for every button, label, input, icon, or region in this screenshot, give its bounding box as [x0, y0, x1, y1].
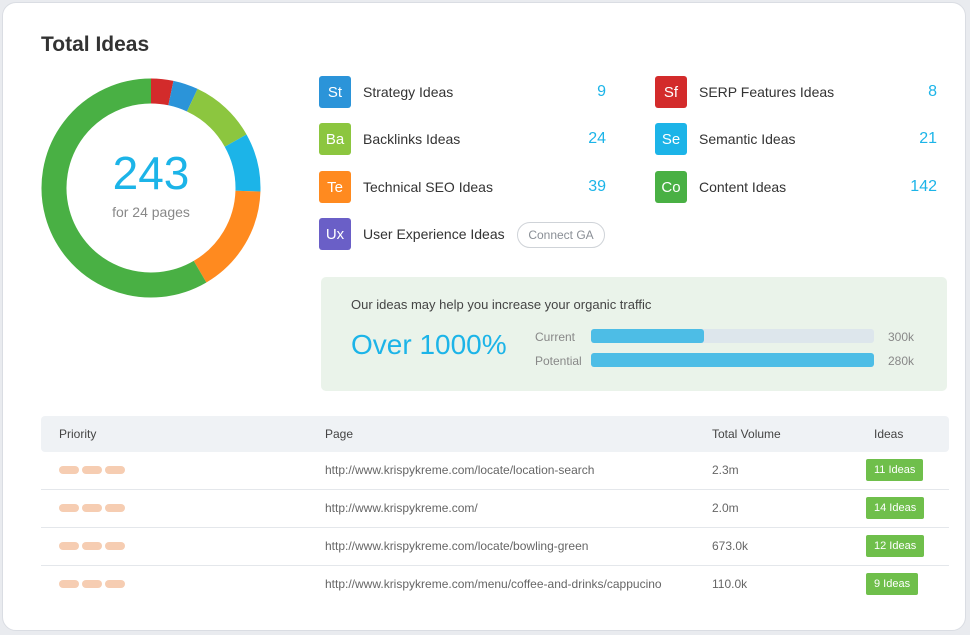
category-strategy[interactable]: St Strategy Ideas 9 [319, 76, 609, 108]
page-url[interactable]: http://www.krispykreme.com/locate/locati… [325, 463, 595, 477]
ideas-button[interactable]: 14 Ideas [866, 497, 925, 519]
donut-segment [150, 78, 174, 106]
donut-segment [41, 78, 207, 298]
category-backlinks[interactable]: Ba Backlinks Ideas 24 [319, 123, 609, 155]
category-count: 8 [928, 83, 937, 100]
strategy-badge: St [319, 76, 351, 108]
page-url[interactable]: http://www.krispykreme.com/locate/bowlin… [325, 539, 589, 553]
category-user-experience[interactable]: Ux User Experience Ideas [319, 218, 509, 250]
table-header: Priority Page Total Volume Ideas [41, 416, 949, 452]
category-content[interactable]: Co Content Ideas 142 [655, 171, 945, 203]
total-volume: 110.0k [712, 577, 748, 591]
header-total-volume[interactable]: Total Volume [712, 427, 781, 441]
category-count: 142 [910, 178, 937, 195]
traffic-increase: Over 1000% [351, 329, 507, 360]
category-label: Content Ideas [699, 179, 787, 195]
table-row: http://www.krispykreme.com/menu/coffee-a… [41, 566, 949, 603]
potential-traffic-fill [591, 353, 874, 367]
ideas-donut-chart: 243 for 24 pages [41, 78, 261, 298]
traffic-headline: Our ideas may help you increase your org… [351, 297, 652, 312]
category-technical-seo[interactable]: Te Technical SEO Ideas 39 [319, 171, 609, 203]
category-label: SERP Features Ideas [699, 84, 835, 100]
current-value: 300k [888, 330, 915, 344]
table-row: http://www.krispykreme.com/locate/locati… [41, 452, 949, 490]
priority-indicator [59, 504, 128, 512]
category-count: 39 [588, 178, 606, 195]
category-label: Semantic Ideas [699, 131, 796, 147]
donut-total: 243 [112, 147, 190, 199]
connect-ga-button[interactable]: Connect GA [517, 222, 605, 248]
header-priority[interactable]: Priority [59, 427, 97, 441]
pages-table: Priority Page Total Volume Ideas http://… [41, 416, 949, 603]
page-url[interactable]: http://www.krispykreme.com/ [325, 501, 478, 515]
potential-label: Potential [535, 354, 582, 368]
donut-subtitle: for 24 pages [112, 204, 190, 220]
table-row: http://www.krispykreme.com/locate/bowlin… [41, 528, 949, 566]
technical-seo-badge: Te [319, 171, 351, 203]
potential-traffic-bar [591, 353, 874, 367]
page-url[interactable]: http://www.krispykreme.com/menu/coffee-a… [325, 577, 662, 591]
traffic-potential-panel: Our ideas may help you increase your org… [321, 277, 947, 391]
category-label: Strategy Ideas [363, 84, 454, 100]
backlinks-badge: Ba [319, 123, 351, 155]
current-label: Current [535, 330, 576, 344]
header-page[interactable]: Page [325, 427, 354, 441]
total-volume: 2.0m [712, 501, 739, 515]
category-label: Backlinks Ideas [363, 131, 461, 147]
total-volume: 2.3m [712, 463, 739, 477]
donut-segment [193, 190, 261, 283]
page-title: Total Ideas [41, 33, 150, 56]
current-traffic-fill [591, 329, 705, 343]
ideas-button[interactable]: 11 Ideas [866, 459, 924, 481]
potential-value: 280k [888, 354, 915, 368]
priority-indicator [59, 466, 128, 474]
header-ideas[interactable]: Ideas [874, 427, 904, 441]
category-label: Technical SEO Ideas [363, 179, 493, 195]
priority-indicator [59, 580, 128, 588]
category-count: 24 [588, 130, 606, 147]
table-row: http://www.krispykreme.com/ 2.0m 14 Idea… [41, 490, 949, 528]
category-count: 9 [597, 83, 606, 100]
priority-indicator [59, 542, 128, 550]
semantic-badge: Se [655, 123, 687, 155]
content-badge: Co [655, 171, 687, 203]
serp-features-badge: Sf [655, 76, 687, 108]
current-traffic-bar [591, 329, 874, 343]
category-serp-features[interactable]: Sf SERP Features Ideas 8 [655, 76, 945, 108]
donut-segment [168, 80, 198, 112]
category-semantic[interactable]: Se Semantic Ideas 21 [655, 123, 945, 155]
category-label: User Experience Ideas [363, 226, 505, 242]
donut-segment [224, 134, 261, 192]
ideas-button[interactable]: 12 Ideas [866, 535, 925, 557]
donut-segment [186, 88, 247, 148]
ideas-button[interactable]: 9 Ideas [866, 573, 919, 595]
category-count: 21 [919, 130, 937, 147]
total-volume: 673.0k [712, 539, 749, 553]
user-experience-badge: Ux [319, 218, 351, 250]
